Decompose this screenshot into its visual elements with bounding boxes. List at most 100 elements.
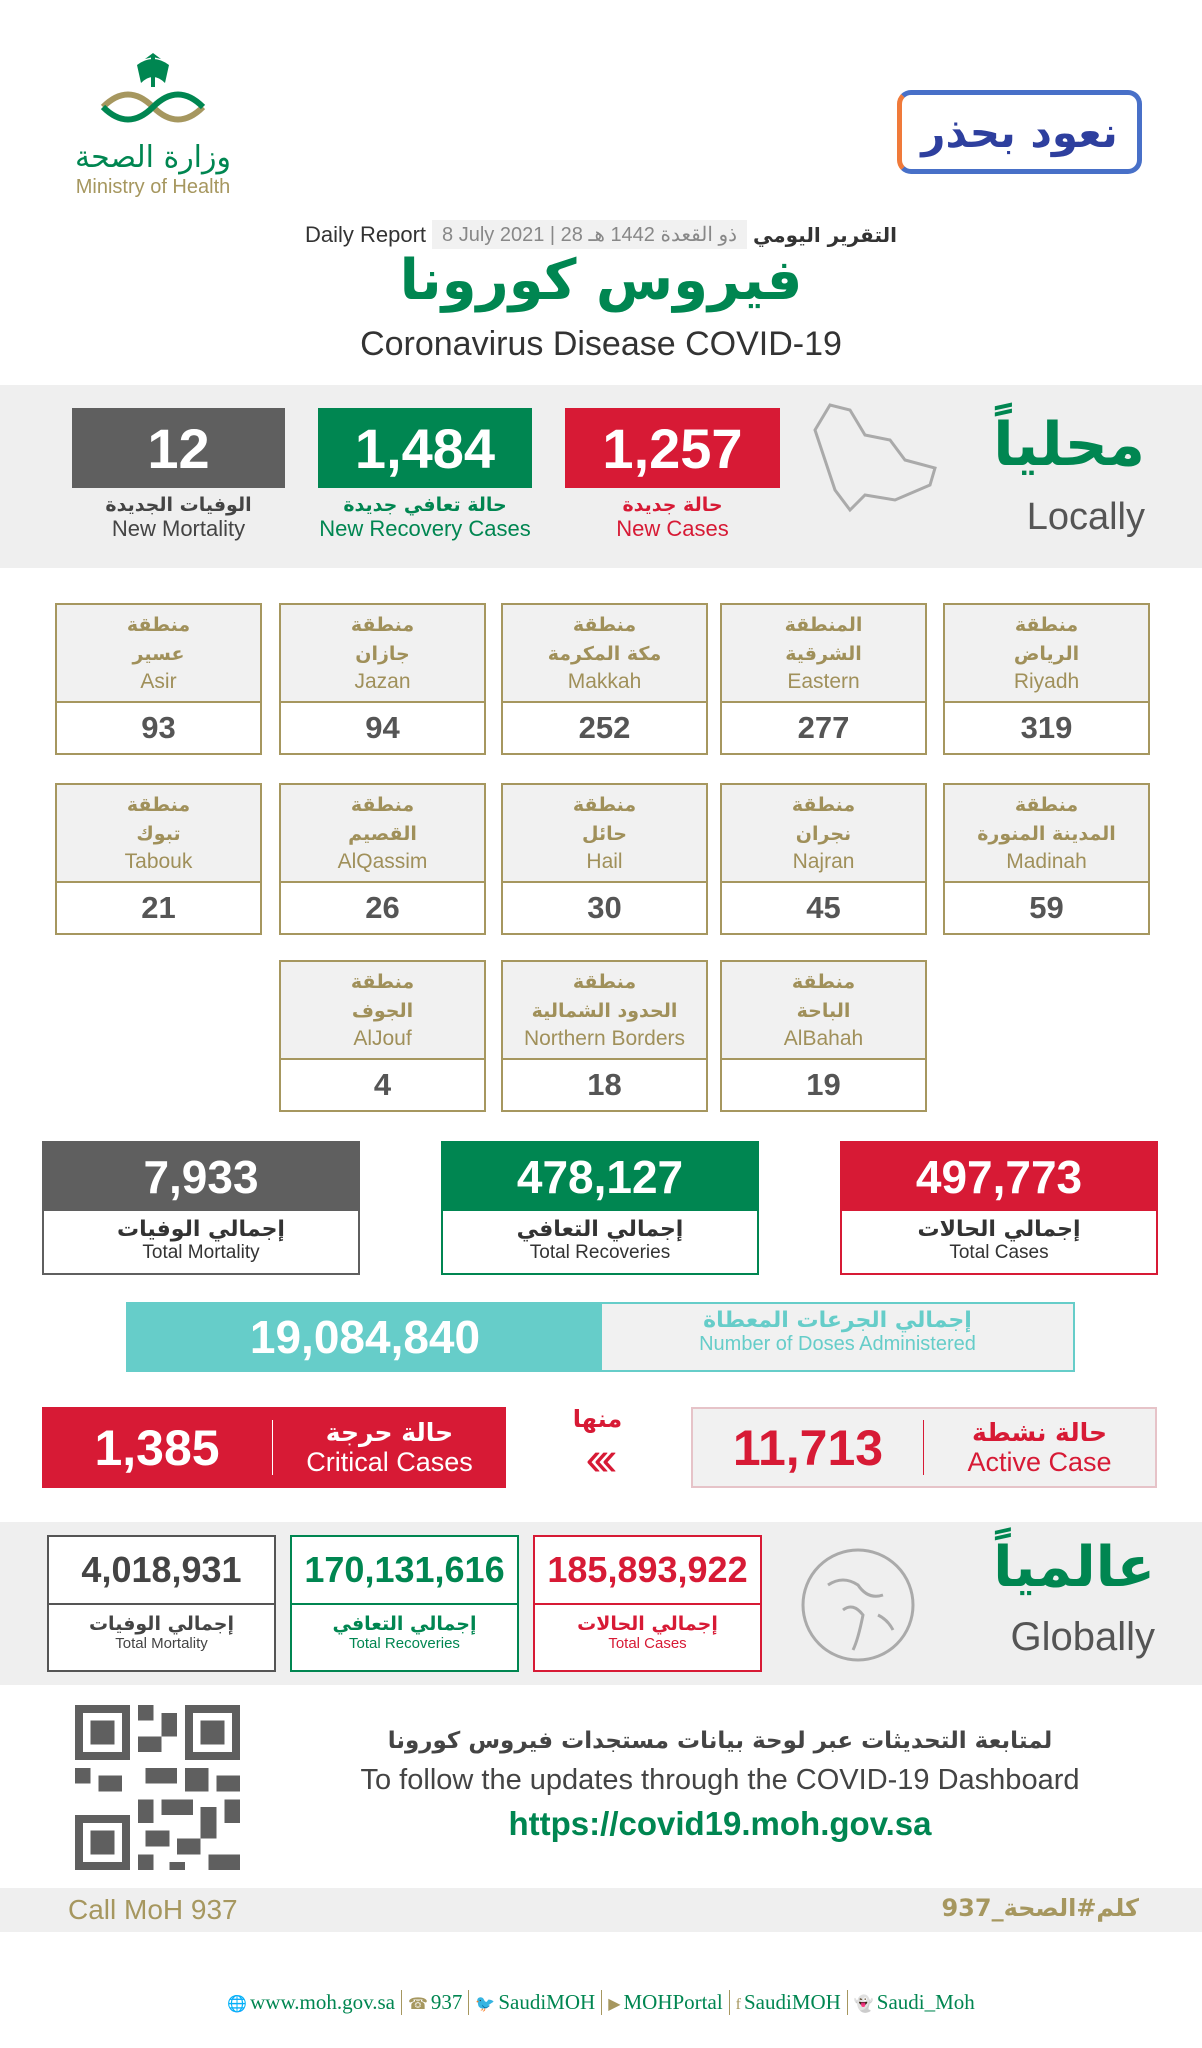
region-name-en: Hail: [586, 850, 623, 873]
region-header: منطقة نجران Najran: [722, 785, 925, 883]
call-band: [0, 1888, 1202, 1932]
region-name-en: Asir: [140, 670, 177, 693]
region-value: 19: [806, 1067, 841, 1102]
region-prefix: المنطقة: [784, 614, 863, 636]
footer-link[interactable]: f SaudiMOH: [728, 1990, 847, 2015]
new-mortality-value: 12: [72, 408, 285, 488]
twitter-icon: 🐦: [475, 1996, 496, 2013]
region-prefix: منطقة: [126, 614, 191, 636]
region-prefix: منطقة: [350, 794, 415, 816]
region-card-riyadh: منطقة الرياض Riyadh 319: [943, 603, 1150, 755]
region-value: 277: [797, 710, 850, 745]
footer-link[interactable]: ▶ MOHPortal: [601, 1990, 728, 2015]
region-header: المنطقة الشرقية Eastern: [722, 605, 925, 703]
region-header: منطقة الباحة AlBahah: [722, 962, 925, 1060]
region-header: منطقة المدينة المنورة Madinah: [945, 785, 1148, 883]
total-recoveries-card: 478,127 إجمالي التعافي Total Recoveries: [441, 1141, 759, 1275]
ministry-name-en: Ministry of Health: [75, 176, 231, 198]
region-value: 94: [365, 710, 400, 745]
total-cases-card: 497,773 إجمالي الحالات Total Cases: [840, 1141, 1158, 1275]
region-name-en: AlQassim: [337, 850, 428, 873]
region-value: 26: [365, 890, 400, 925]
region-name-en: Northern Borders: [523, 1027, 686, 1050]
region-card-najran: منطقة نجران Najran 45: [720, 783, 927, 935]
region-card-jazan: منطقة جازان Jazan 94: [279, 603, 486, 755]
region-prefix: منطقة: [350, 971, 415, 993]
dashboard-text-ar: لمتابعة التحديثات عبر لوحة بيانات مستجدا…: [387, 1728, 1053, 1754]
region-value: 45: [806, 890, 841, 925]
region-value: 4: [373, 1067, 392, 1102]
region-prefix: منطقة: [1014, 614, 1079, 636]
region-prefix: منطقة: [572, 614, 637, 636]
footer-links: 🌐 www.moh.gov.sa ☎ 937 🐦 SaudiMOH ▶ MOHPortal f S…: [0, 1990, 1202, 2015]
global-recoveries-card: 170,131,616 إجمالي التعافي Total Recoverie…: [290, 1535, 519, 1672]
page-title-ar: فيروس كورونا: [399, 248, 803, 313]
region-name-ar: تبوك: [136, 823, 181, 845]
critical-value: 1,385: [94, 1419, 220, 1476]
report-date: 8 July 2021 | 28 ذو القعدة 1442 هـ: [432, 220, 748, 249]
region-name-en: Jazan: [354, 670, 411, 693]
new-recovery-label: حالة تعافي جديدة New Recovery Cases: [319, 494, 531, 541]
region-prefix: منطقة: [350, 614, 415, 636]
region-name-ar: المدينة المنورة: [977, 823, 1116, 845]
of-which-label: منها: [572, 1405, 623, 1433]
region-header: منطقة عسير Asir: [57, 605, 260, 703]
region-name-en: Tabouk: [124, 850, 193, 873]
call-moh-ar: كلم#الصحة_937: [941, 1894, 1139, 1922]
region-name-en: Riyadh: [1013, 670, 1080, 693]
region-card-asir: منطقة عسير Asir 93: [55, 603, 262, 755]
globe-icon: 🌐: [227, 1996, 248, 2013]
dashboard-link[interactable]: https://covid19.moh.gov.sa: [508, 1805, 932, 1842]
facebook-icon: f: [735, 1996, 741, 2013]
critical-cases-card: 1,385 حالة حرجة Critical Cases: [42, 1407, 506, 1488]
page-title-en: Coronavirus Disease COVID-19: [360, 325, 842, 363]
region-card-makkah: منطقة مكة المكرمة Makkah 252: [501, 603, 708, 755]
region-prefix: منطقة: [572, 794, 637, 816]
region-prefix: منطقة: [791, 971, 856, 993]
region-name-ar: حائل: [582, 823, 627, 845]
doses-label-en: Number of Doses Administered: [699, 1333, 976, 1355]
globe-icon: [801, 1548, 915, 1662]
region-prefix: منطقة: [572, 971, 637, 993]
global-cases-card: 185,893,922 إجمالي الحالات Total Cases: [533, 1535, 762, 1672]
region-name-ar: القصيم: [348, 823, 417, 845]
region-header: منطقة الرياض Riyadh: [945, 605, 1148, 703]
region-name-ar: نجران: [795, 823, 852, 845]
region-name-ar: الشرقية: [785, 643, 862, 665]
footer-link[interactable]: ☎ 937: [400, 1990, 468, 2015]
saudi-map-icon: [813, 403, 937, 513]
region-card-madinah: منطقة المدينة المنورة Madinah 59: [943, 783, 1150, 935]
dashboard-text-en: To follow the updates through the COVID-…: [360, 1764, 1080, 1796]
qr-code[interactable]: [75, 1705, 240, 1870]
footer-link[interactable]: 🌐 www.moh.gov.sa: [227, 1990, 395, 2014]
region-header: منطقة مكة المكرمة Makkah: [503, 605, 706, 703]
campaign-badge: نعود بحذر: [897, 90, 1142, 174]
region-value: 21: [141, 890, 176, 925]
footer-link[interactable]: 👻 Saudi_Moh: [846, 1990, 981, 2015]
locally-label-en: Locally: [1026, 496, 1145, 538]
region-card-albahah: منطقة الباحة AlBahah 19: [720, 960, 927, 1112]
region-name-ar: الرياض: [1013, 643, 1080, 665]
region-name-en: Eastern: [787, 670, 860, 693]
region-card-tabouk: منطقة تبوك Tabouk 21: [55, 783, 262, 935]
region-name-en: Makkah: [567, 670, 642, 693]
region-header: منطقة الحدود الشمالية Northern Borders: [503, 962, 706, 1060]
region-value: 59: [1029, 890, 1064, 925]
region-name-ar: جازان: [355, 643, 410, 665]
region-value: 30: [587, 890, 622, 925]
doses-bar: 19,084,840 إجمالي الجرعات المعطاة Number …: [126, 1302, 1075, 1372]
region-card-alqassim: منطقة القصيم AlQassim 26: [279, 783, 486, 935]
region-name-ar: الباحة: [796, 1000, 851, 1022]
snapchat-icon: 👻: [853, 1996, 874, 2013]
region-prefix: منطقة: [126, 794, 191, 816]
region-prefix: منطقة: [1014, 794, 1079, 816]
new-cases-label: حالة جديدة New Cases: [616, 494, 729, 541]
ministry-name-ar: وزارة الصحة: [75, 140, 231, 175]
footer-link[interactable]: 🐦 SaudiMOH: [468, 1990, 601, 2015]
total-cases-value: 497,773: [842, 1143, 1156, 1211]
globally-label-en: Globally: [1010, 1615, 1155, 1659]
region-name-en: Najran: [792, 850, 855, 873]
total-recoveries-value: 478,127: [443, 1143, 757, 1211]
locally-label-ar: محلياً: [993, 410, 1145, 480]
region-card-eastern: المنطقة الشرقية Eastern 277: [720, 603, 927, 755]
